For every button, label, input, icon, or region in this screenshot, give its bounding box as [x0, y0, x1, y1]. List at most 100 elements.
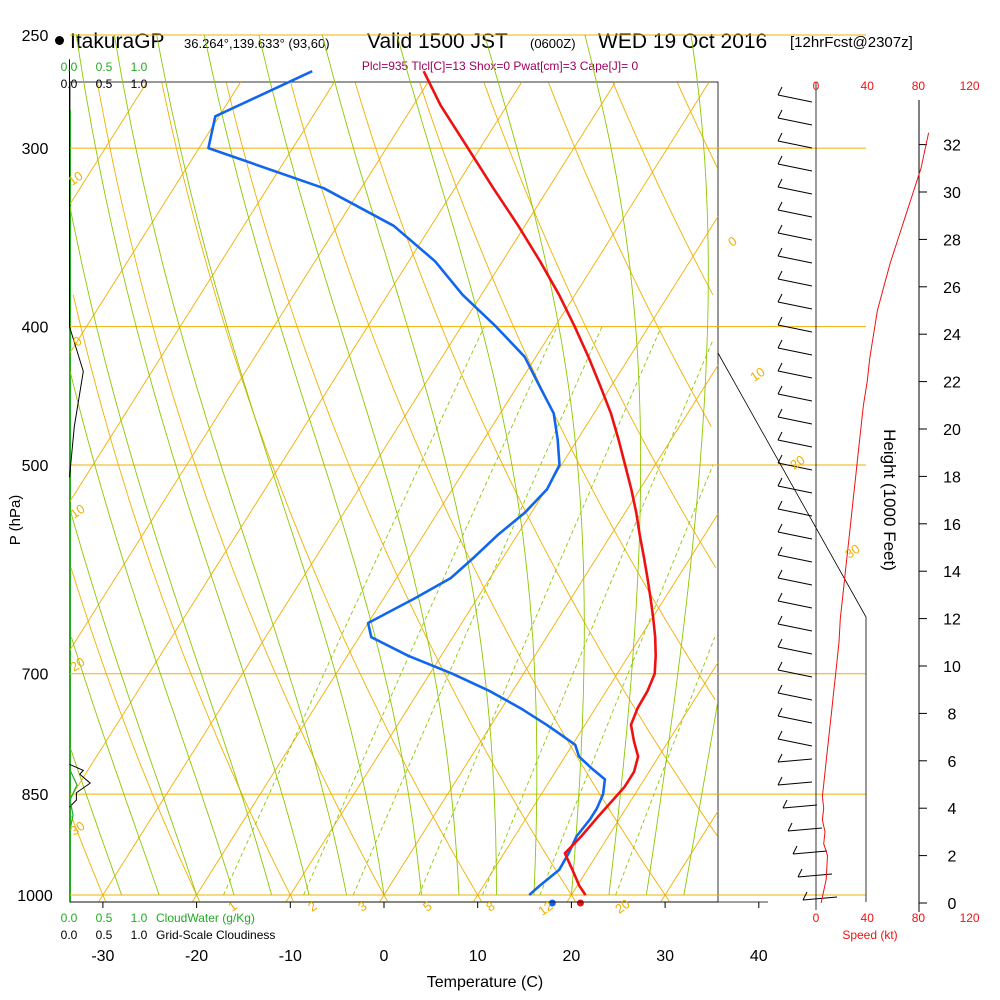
wind-barb-flag — [777, 201, 783, 211]
pressure-tick-label: 1000 — [17, 888, 53, 905]
height-axis-title: Height (1000 Feet) — [880, 429, 899, 571]
height-tick-label: 28 — [943, 232, 961, 249]
temperature-tick-label: 40 — [750, 948, 768, 965]
wind-barb-flag — [777, 270, 783, 280]
wind-barb-flag — [797, 868, 803, 878]
wind-barb-staff — [777, 462, 813, 471]
wind-barb-staff — [777, 692, 813, 701]
wind-barb-staff — [777, 232, 813, 241]
cloudwater-bottom-tick-label: 1.0 — [131, 911, 148, 925]
wind-barb-staff — [777, 554, 813, 563]
temperature-tick-label: -20 — [185, 948, 208, 965]
isopleth-value-label: 3 — [355, 898, 370, 914]
height-tick-label: 16 — [943, 517, 961, 534]
wind-barb — [777, 684, 813, 701]
speed-bottom-tick-label: 120 — [960, 911, 980, 925]
height-tick-label: 10 — [943, 659, 961, 676]
wind-barb-flag — [777, 362, 783, 372]
wind-barb-flag — [777, 500, 783, 510]
pressure-tick-label: 400 — [22, 320, 49, 337]
isotherm-line — [285, 216, 719, 903]
wind-barb — [777, 569, 813, 586]
wind-barb-staff — [777, 186, 813, 195]
speed-top-tick-label: 80 — [912, 79, 926, 93]
wind-barb-staff — [802, 896, 838, 901]
wind-barb — [777, 454, 813, 471]
wind-barb — [777, 615, 813, 632]
wind-barb-flag — [777, 178, 783, 188]
wind-barb-flag — [777, 385, 783, 395]
valid-time: Valid 1500 JST — [367, 30, 508, 53]
isopleth-value-label: 10 — [67, 501, 87, 522]
moist-adiabat-line — [75, 34, 310, 896]
wind-barb — [777, 270, 813, 287]
wind-barb — [777, 339, 813, 356]
moist-adiabat-line — [321, 34, 497, 895]
wind-barb-staff — [777, 738, 813, 747]
cloudiness-top-tick-label: 0.0 — [61, 77, 78, 91]
wind-barb-staff — [777, 324, 813, 333]
cloudwater-top-tick-label: 1.0 — [131, 60, 148, 74]
upper-boundary-line — [717, 352, 867, 902]
wind-barb-staff — [777, 600, 813, 609]
wind-barb-staff — [777, 646, 813, 655]
wind-barb-staff — [777, 416, 813, 425]
wind-barb-staff — [777, 508, 813, 517]
wind-barb-staff — [777, 781, 813, 786]
isotherm-line — [566, 662, 719, 903]
wind-barb-flag — [777, 592, 783, 602]
wind-barb-staff — [777, 117, 813, 126]
isopleth-value-label: 10 — [65, 168, 85, 189]
wind-barb-staff — [792, 850, 828, 855]
wind-barb-staff — [777, 278, 813, 287]
speed-bottom-tick-label: 80 — [912, 911, 926, 925]
isopleth-value-label: 5 — [420, 898, 435, 914]
dry-adiabat-line — [225, 82, 576, 902]
dry-adiabat-line — [483, 82, 717, 568]
dry-adiabat-line — [677, 82, 719, 169]
wind-barb-staff — [787, 827, 823, 832]
wind-barb — [777, 178, 813, 195]
moist-adiabat-line — [69, 207, 273, 896]
dry-adiabat-line — [419, 82, 716, 701]
wind-barb-staff — [777, 577, 813, 586]
cloudwater-top-tick-label: 0.0 — [61, 60, 78, 74]
wind-barb-flag — [802, 891, 808, 901]
height-tick-label: 18 — [943, 469, 961, 486]
isopleth-value-label: 20 — [67, 654, 87, 675]
wind-barb-flag — [777, 477, 783, 487]
wind-barb — [777, 86, 813, 103]
moist-adiabat-line — [584, 34, 642, 896]
mixing-ratio-line — [482, 341, 713, 896]
wind-barb — [777, 707, 813, 724]
moist-adiabat-line — [70, 748, 123, 896]
station-marker-icon — [55, 36, 64, 45]
cloudiness-line-upper — [69, 59, 84, 478]
isopleth-value-label: 30 — [67, 818, 87, 839]
isopleth-value-label: 0 — [70, 333, 85, 349]
cloudwater-bottom-tick-label: 0.0 — [61, 911, 78, 925]
height-tick-label: 26 — [943, 280, 961, 297]
dry-adiabat-line — [161, 82, 482, 902]
height-tick-label: 32 — [943, 138, 961, 155]
mixing-ratio-line — [615, 637, 716, 896]
wind-barb-flag — [777, 316, 783, 326]
y-axis-title: P (hPa) — [7, 495, 24, 546]
isotherm-line — [472, 513, 719, 903]
dry-adiabat-line — [612, 82, 714, 296]
moist-adiabat-line — [69, 371, 235, 896]
surface-dewpoint-marker — [548, 899, 556, 907]
wind-barb-staff — [777, 209, 813, 218]
mixing-ratio-line — [223, 326, 485, 896]
wind-barb — [777, 523, 813, 540]
wind-barb — [802, 891, 838, 901]
height-tick-label: 8 — [948, 706, 957, 723]
cloudiness-top-tick-label: 1.0 — [131, 77, 148, 91]
temperature-tick-label: 10 — [469, 948, 487, 965]
wind-barb — [777, 132, 813, 149]
pressure-tick-label: 700 — [22, 667, 49, 684]
surface-temperature-marker — [576, 899, 584, 907]
cloudiness-bottom-tick-label: 0.0 — [61, 928, 78, 942]
pressure-tick-label: 250 — [22, 28, 49, 45]
